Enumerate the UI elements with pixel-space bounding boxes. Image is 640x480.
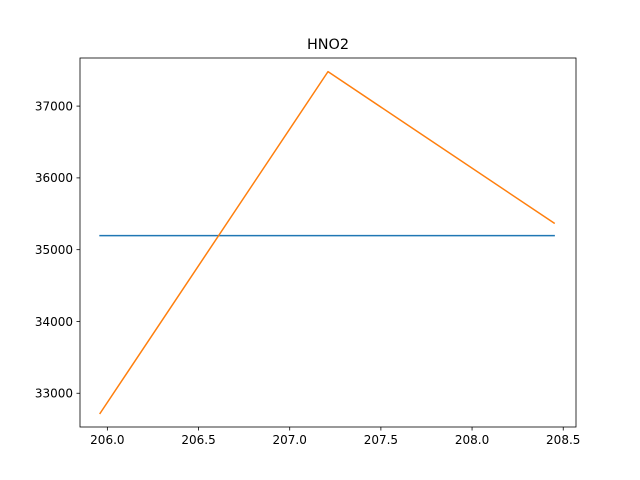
x-tick-label: 208.0 <box>455 433 489 447</box>
x-tick-label: 206.0 <box>90 433 124 447</box>
x-tick-label: 207.0 <box>273 433 307 447</box>
chart-title: HNO2 <box>307 37 349 53</box>
y-tick-label: 36000 <box>35 171 73 185</box>
x-tick-label: 207.5 <box>364 433 398 447</box>
x-axis: 206.0 206.5 207.0 207.5 208.0 208.5 <box>90 427 580 447</box>
plot-area <box>80 58 576 427</box>
plot-frame <box>79 57 577 428</box>
y-axis: 33000 34000 35000 36000 37000 <box>35 99 80 401</box>
series-line-2 <box>99 70 556 415</box>
series-layer <box>99 70 556 415</box>
x-tick-label: 208.5 <box>546 433 580 447</box>
y-tick-label: 35000 <box>35 243 73 257</box>
x-tick-label: 206.5 <box>181 433 215 447</box>
y-tick-label: 33000 <box>35 387 73 401</box>
y-tick-label: 34000 <box>35 315 73 329</box>
y-tick-label: 37000 <box>35 99 73 113</box>
